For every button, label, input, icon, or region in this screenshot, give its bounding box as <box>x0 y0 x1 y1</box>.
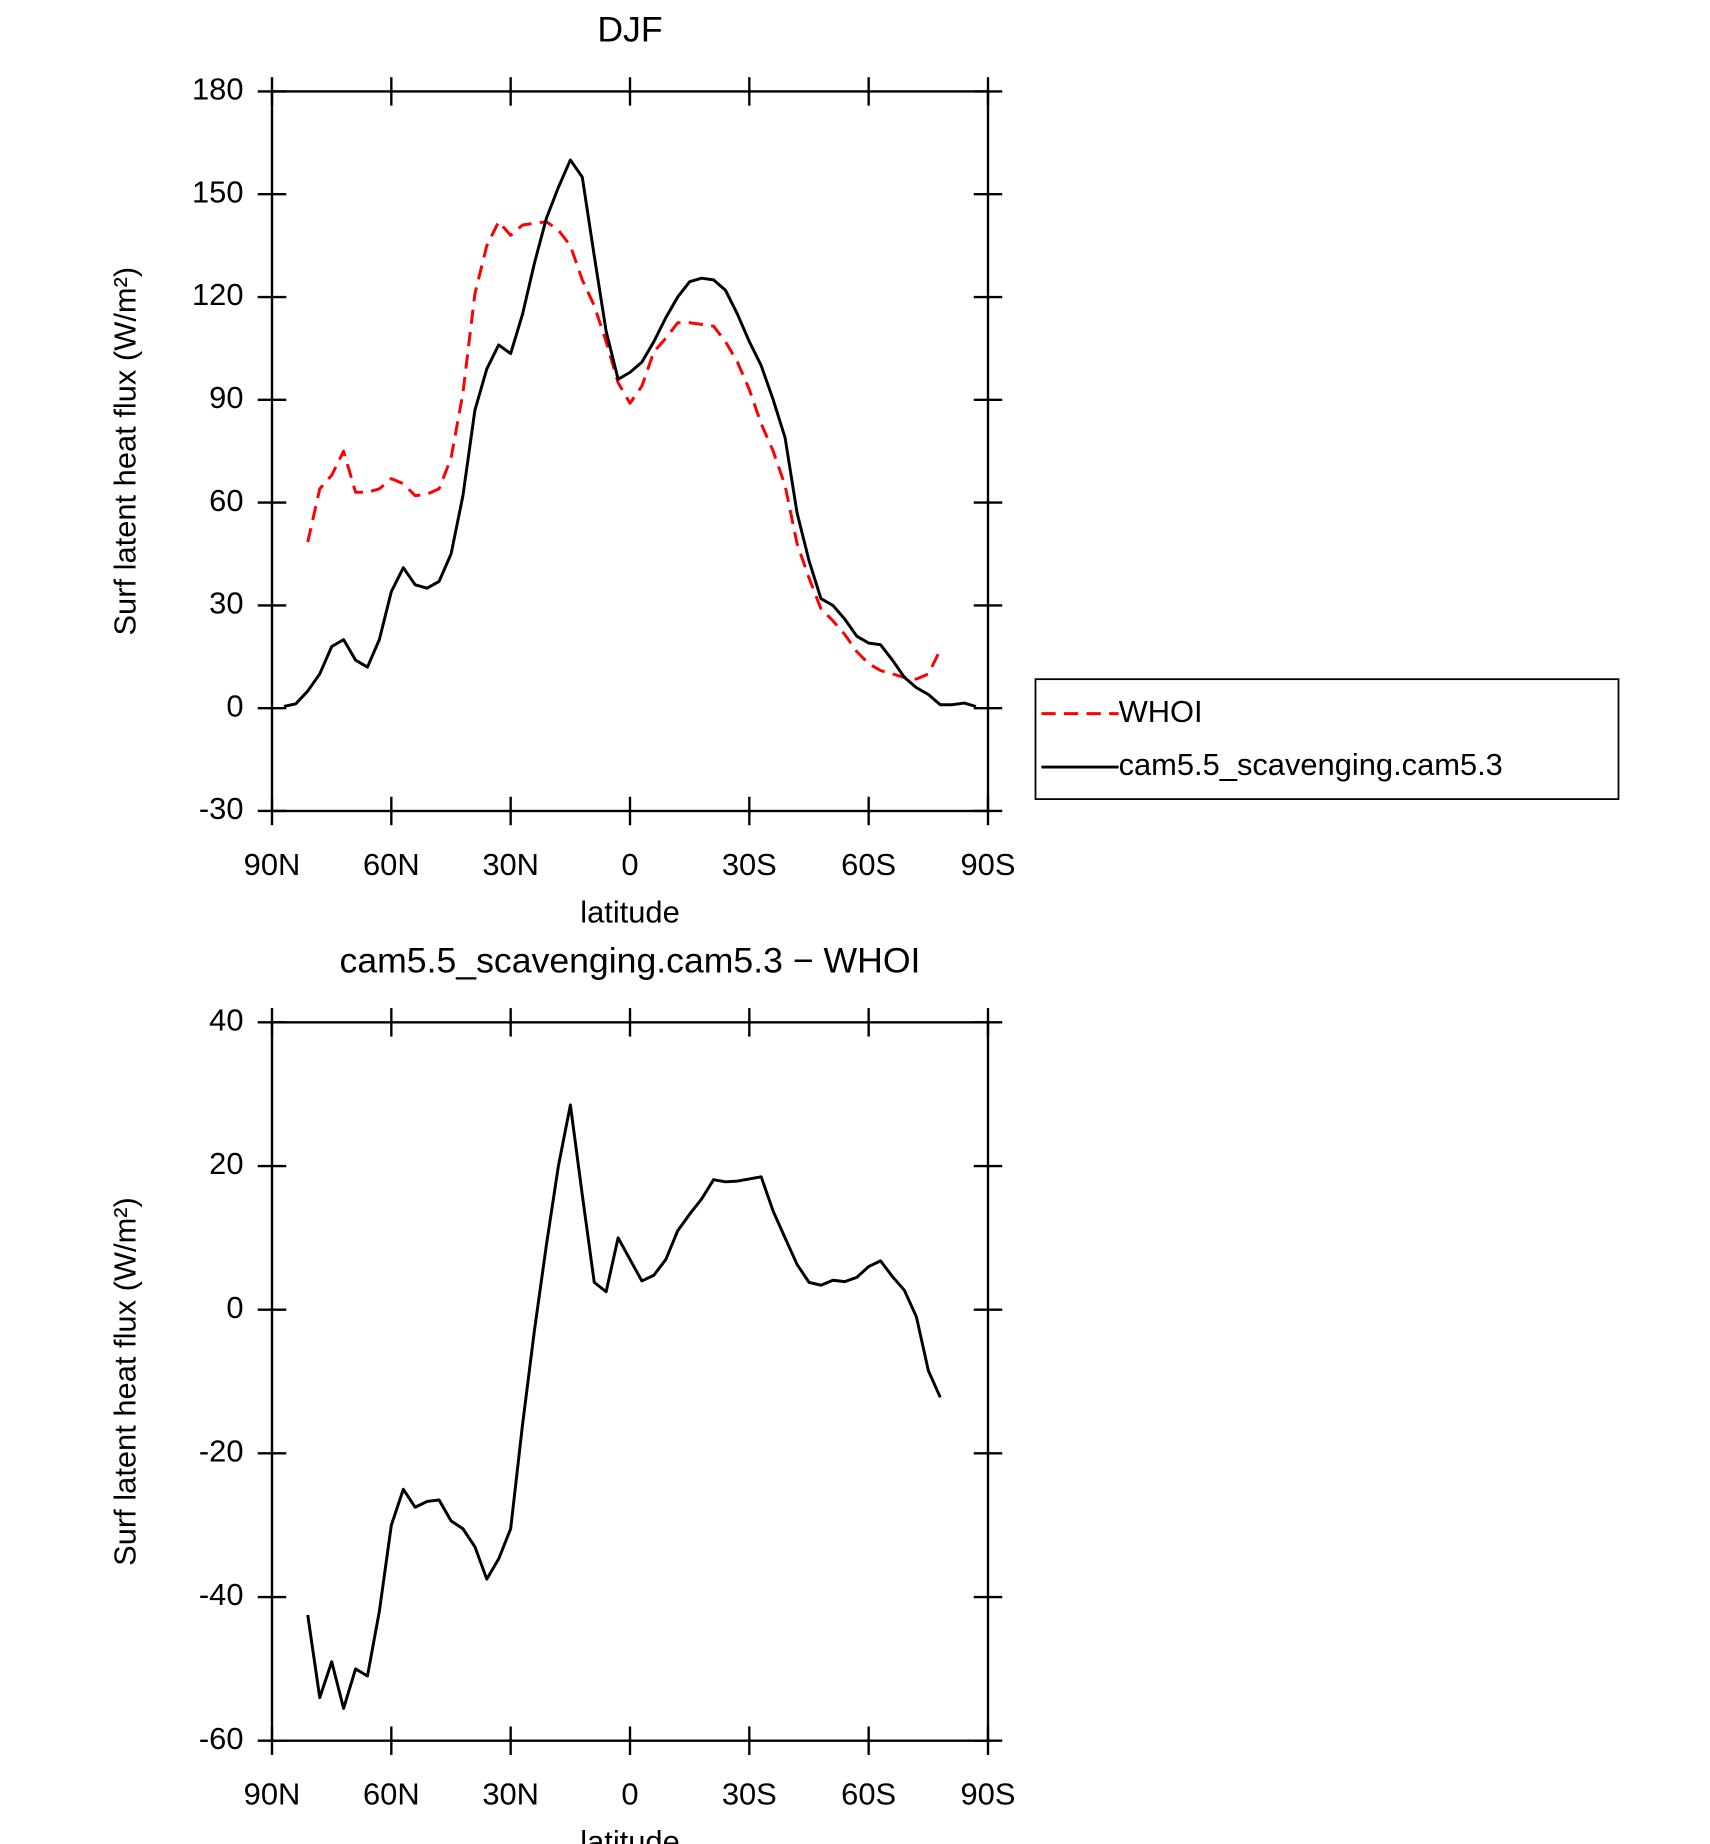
data-line <box>306 220 942 681</box>
chart-title: cam5.5_scavenging.cam5.3 − WHOI <box>340 940 921 980</box>
y-tick-label: 40 <box>209 1002 243 1037</box>
x-tick-label: 90S <box>961 847 1016 882</box>
y-tick-label: 90 <box>209 380 243 415</box>
y-tick-label: 20 <box>209 1146 243 1181</box>
x-tick-label: 30N <box>482 847 539 882</box>
x-tick-label: 60N <box>363 1777 420 1812</box>
plot-frame <box>270 1021 990 1742</box>
y-tick-label: 150 <box>192 174 244 209</box>
x-axis-label: latitude <box>580 894 680 929</box>
x-tick-label: 90N <box>244 1777 301 1812</box>
x-tick-label: 90S <box>961 1777 1016 1812</box>
y-tick-label: 0 <box>226 688 243 723</box>
y-tick-label: 0 <box>226 1290 243 1325</box>
data-line <box>306 1103 942 1710</box>
x-axis-label: latitude <box>580 1824 680 1844</box>
x-tick-label: 30N <box>482 1777 539 1812</box>
x-tick-label: 60S <box>841 1777 896 1812</box>
y-tick-label: -20 <box>199 1434 244 1469</box>
x-tick-label: 0 <box>621 1777 638 1812</box>
x-tick-label: 30S <box>722 847 777 882</box>
y-tick-label: -30 <box>199 791 244 826</box>
y-tick-label: 180 <box>192 72 244 107</box>
y-axis-label: Surf latent heat flux (W/m²) <box>107 267 142 636</box>
y-axis-label: Surf latent heat flux (W/m²) <box>107 1197 142 1566</box>
y-tick-label: 120 <box>192 277 244 312</box>
y-tick-label: -40 <box>199 1577 244 1612</box>
x-tick-label: 0 <box>621 847 638 882</box>
x-tick-label: 90N <box>244 847 301 882</box>
y-tick-label: 30 <box>209 586 243 621</box>
x-tick-label: 60N <box>363 847 420 882</box>
plot-frame <box>270 90 990 813</box>
x-tick-label: 30S <box>722 1777 777 1812</box>
legend-label: WHOI <box>1119 694 1203 729</box>
legend-label: cam5.5_scavenging.cam5.3 <box>1119 747 1503 782</box>
data-line <box>283 158 977 708</box>
y-tick-label: 60 <box>209 483 243 518</box>
chart-title: DJF <box>597 9 662 49</box>
y-tick-label: -60 <box>199 1721 244 1756</box>
x-tick-label: 60S <box>841 847 896 882</box>
legend-box <box>1034 678 1620 800</box>
